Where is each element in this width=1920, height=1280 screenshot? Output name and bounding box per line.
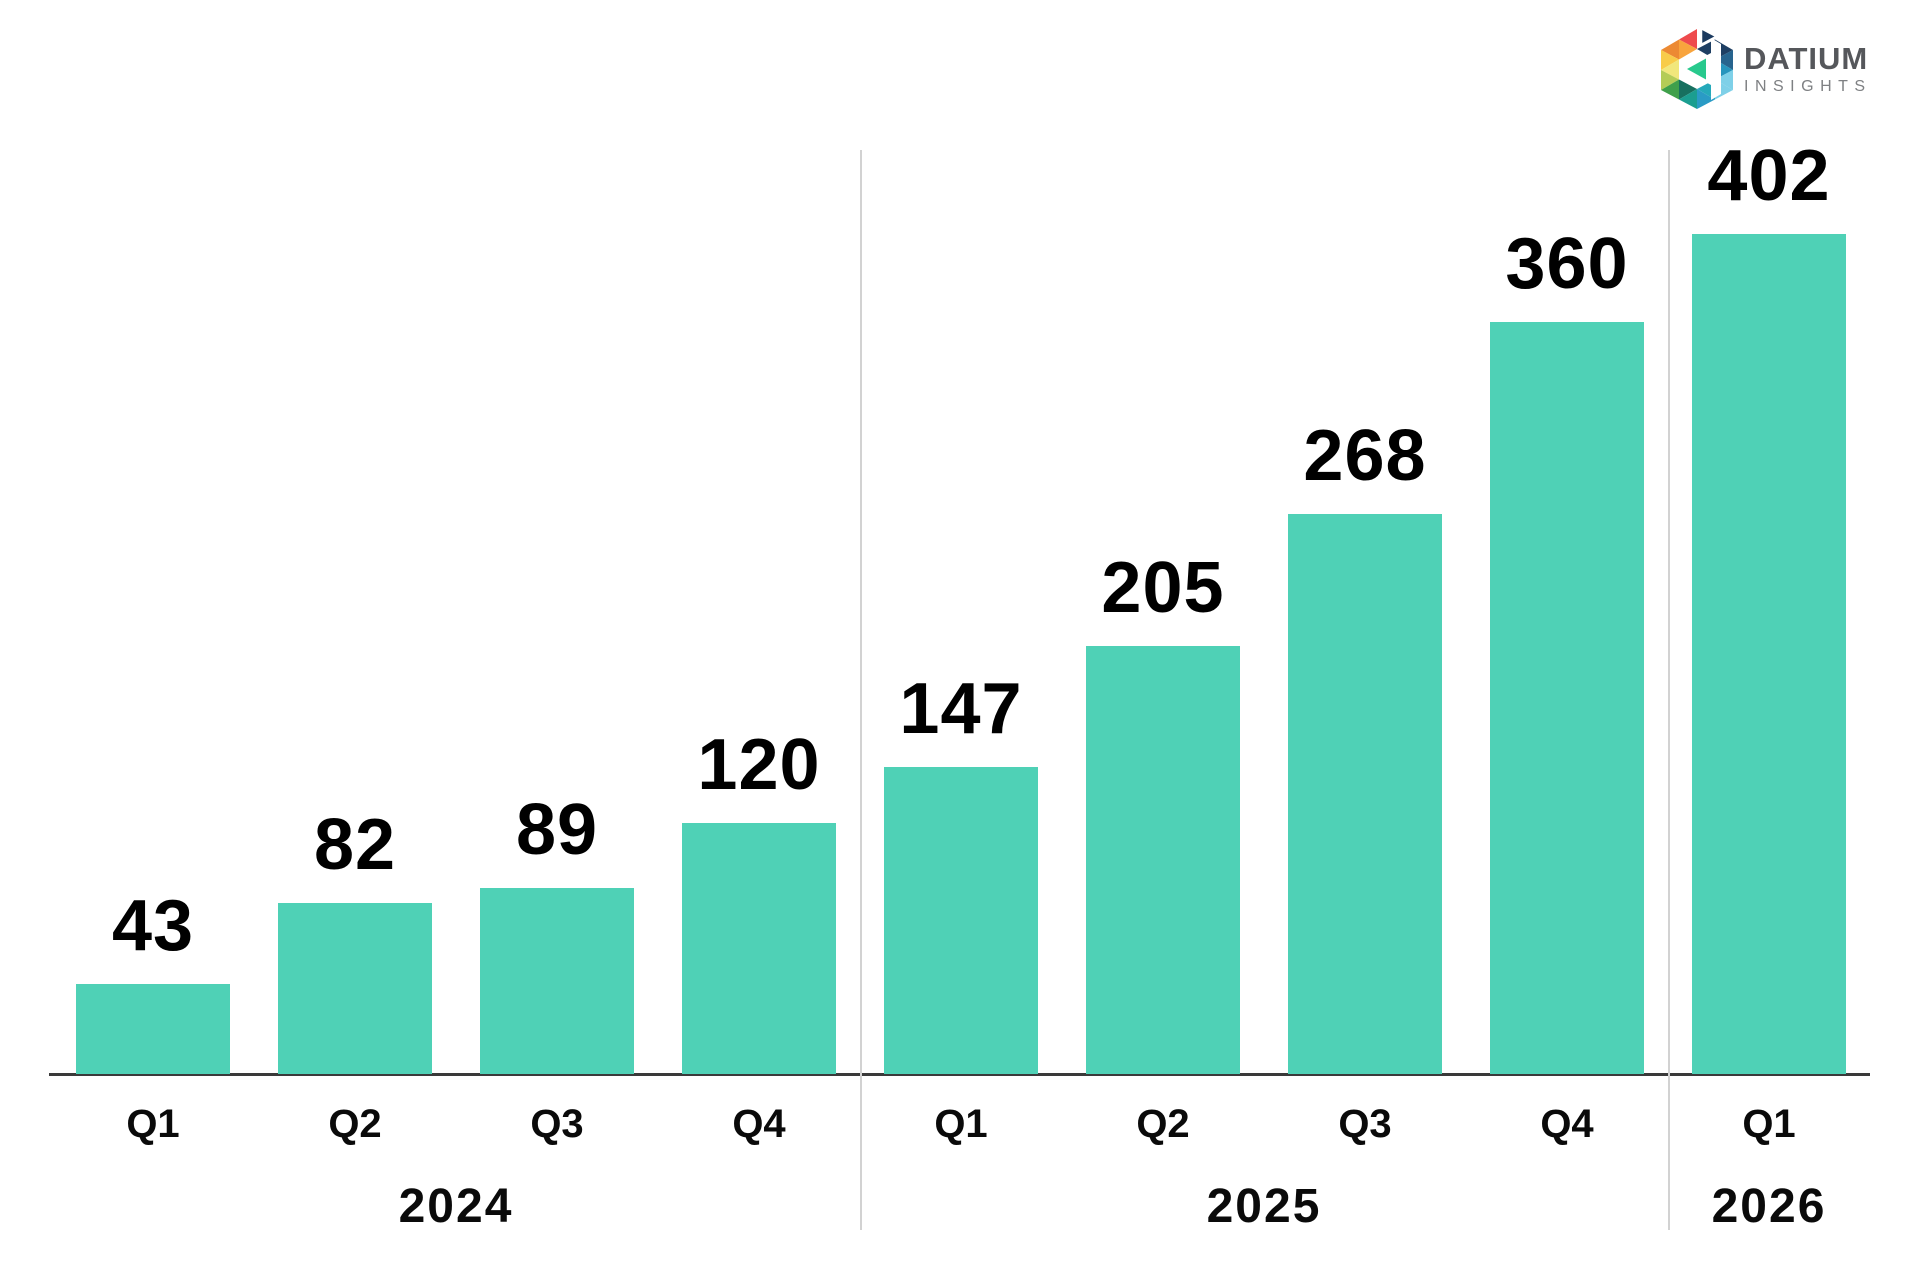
value-label: 205 (1101, 548, 1225, 628)
value-label: 402 (1707, 136, 1831, 216)
brand-name: DATIUM (1744, 41, 1869, 76)
year-separator-line (860, 150, 862, 1230)
bar-2025-q1 (884, 767, 1038, 1074)
value-label: 147 (899, 669, 1023, 749)
brand-logo: DATIUM INSIGHTS (1660, 24, 1872, 114)
quarter-tick-label: Q2 (1136, 1102, 1190, 1146)
x-axis-line (49, 1073, 1870, 1076)
quarter-tick-label: Q1 (1742, 1102, 1796, 1146)
value-label: 43 (111, 886, 195, 966)
quarter-tick-label: Q1 (934, 1102, 988, 1146)
value-label: 268 (1303, 416, 1427, 496)
quarter-tick-label: Q1 (126, 1102, 180, 1146)
bar-2024-q1 (76, 984, 230, 1074)
value-label: 120 (697, 725, 821, 805)
bar-2025-q2 (1086, 646, 1240, 1074)
brand-tagline: INSIGHTS (1744, 78, 1872, 95)
bar-2024-q3 (480, 888, 634, 1074)
year-label: 2024 (398, 1180, 514, 1233)
brand-text: DATIUM INSIGHTS (1744, 43, 1872, 95)
bar-2024-q4 (682, 823, 836, 1074)
bar-2024-q2 (278, 903, 432, 1074)
bar-2025-q4 (1490, 322, 1644, 1074)
datium-hexagon-icon (1661, 25, 1733, 109)
value-label: 82 (313, 805, 397, 885)
value-label: 360 (1505, 224, 1629, 304)
quarter-tick-label: Q3 (1338, 1102, 1392, 1146)
value-label: 89 (515, 790, 599, 870)
quarter-tick-label: Q4 (1540, 1102, 1594, 1146)
year-label: 2026 (1711, 1180, 1827, 1233)
year-separator-line (1668, 150, 1670, 1230)
year-label: 2025 (1206, 1180, 1322, 1233)
quarter-tick-label: Q2 (328, 1102, 382, 1146)
bar-2025-q3 (1288, 514, 1442, 1074)
bar-2026-q1 (1692, 234, 1846, 1074)
quarter-tick-label: Q3 (530, 1102, 584, 1146)
quarter-tick-label: Q4 (732, 1102, 786, 1146)
